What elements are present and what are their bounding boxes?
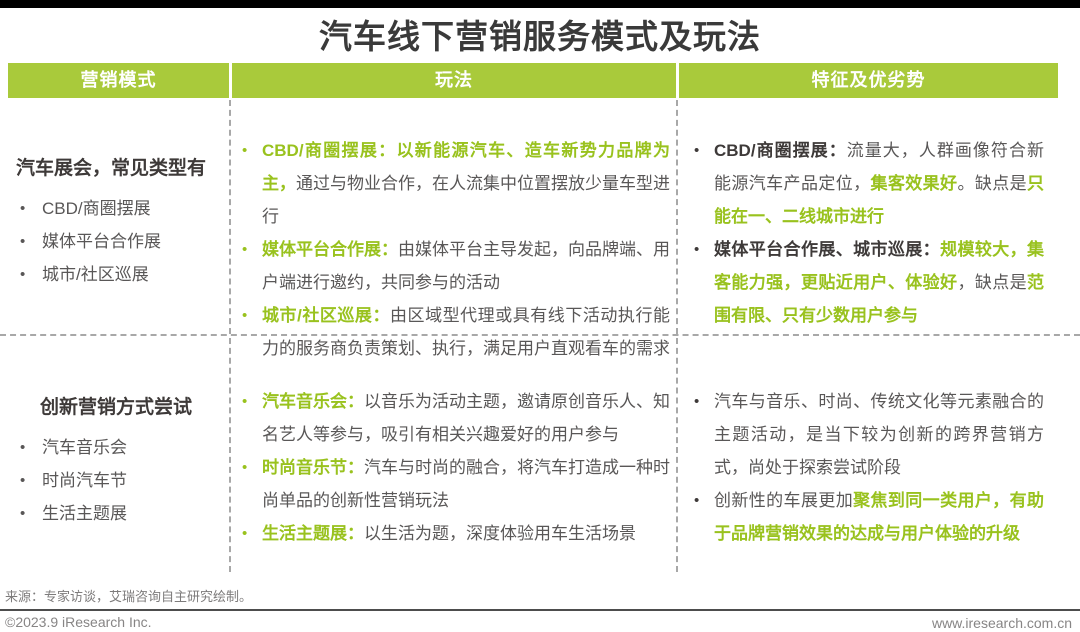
mode-heading-innovative: 创新营销方式尝试 — [39, 397, 192, 418]
bullet-icon: • — [242, 525, 248, 542]
rich-text: 创新性的车展更加聚焦到同一类用户，有助于品牌营销效果的达成与用户体验的升级 — [714, 491, 1045, 543]
top-black-bar — [0, 0, 1080, 8]
column-header-marketing-mode: 营销模式 — [8, 63, 229, 98]
list-item: • 汽车与音乐、时尚、传统文化等元素融合的主题活动，是当下较为创新的跨界营销方式，… — [694, 385, 1044, 484]
cell-row2-marketing-mode: 创新营销方式尝试 • 汽车音乐会 • 时尚汽车节 • 生活主题展 — [8, 335, 224, 530]
page-title: 汽车线下营销服务模式及玩法 — [319, 18, 761, 55]
column-header-play: 玩法 — [232, 63, 676, 98]
list-item: • 生活主题展 — [20, 497, 224, 530]
cell-row1-features: • CBD/商圈摆展：流量大，人群画像符合新能源汽车产品定位，集客效果好。缺点是只… — [694, 98, 1044, 332]
list-item: • CBD/商圈摆展：流量大，人群画像符合新能源汽车产品定位，集客效果好。缺点是只… — [694, 134, 1044, 233]
list-item-label: CBD/商圈摆展 — [42, 199, 151, 218]
website-url: www.iresearch.com.cn — [931, 615, 1072, 631]
list-item: • 媒体平台合作展、城市巡展：规模较大，集客能力强，更贴近用户、体验好，缺点是范围… — [694, 233, 1044, 332]
bullet-icon: • — [20, 233, 26, 250]
list-item-label: 时尚汽车节 — [42, 471, 127, 490]
list-item-label: 媒体平台合作展 — [42, 232, 161, 251]
cell-row2-features: • 汽车与音乐、时尚、传统文化等元素融合的主题活动，是当下较为创新的跨界营销方式，… — [694, 335, 1044, 550]
mode-bullet-list: • CBD/商圈摆展 • 媒体平台合作展 • 城市/社区巡展 — [8, 192, 224, 291]
rich-text: 汽车音乐会：以音乐为活动主题，邀请原创音乐人、知名艺人等参与，吸引有相关兴趣爱好… — [262, 392, 670, 444]
column-header-features: 特征及优劣势 — [679, 63, 1058, 98]
bullet-icon: • — [694, 142, 700, 159]
bullet-icon: • — [694, 241, 700, 258]
bullet-icon: • — [20, 200, 26, 217]
rich-text: CBD/商圈摆展：流量大，人群画像符合新能源汽车产品定位，集客效果好。缺点是只能… — [714, 141, 1045, 226]
bullet-icon: • — [20, 505, 26, 522]
list-item: • 城市/社区巡展：由区域型代理或具有线下活动执行能力的服务商负责策划、执行，满足… — [242, 299, 670, 365]
bullet-icon: • — [242, 459, 248, 476]
rich-text: CBD/商圈摆展：以新能源汽车、造车新势力品牌为主，通过与物业合作，在人流集中位… — [262, 141, 670, 226]
source-note: 来源：专家访谈，艾瑞咨询自主研究绘制。 — [5, 589, 253, 604]
rich-text: 生活主题展：以生活为题，深度体验用车生活场景 — [262, 524, 636, 543]
bullet-icon: • — [242, 393, 248, 410]
column-divider-left — [229, 100, 231, 572]
list-item: • CBD/商圈摆展 — [20, 192, 224, 225]
list-item: • CBD/商圈摆展：以新能源汽车、造车新势力品牌为主，通过与物业合作，在人流集中… — [242, 134, 670, 233]
rich-text: 城市/社区巡展：由区域型代理或具有线下活动执行能力的服务商负责策划、执行，满足用… — [262, 306, 670, 358]
play-bullet-list: • CBD/商圈摆展：以新能源汽车、造车新势力品牌为主，通过与物业合作，在人流集中… — [242, 134, 670, 365]
list-item: • 时尚音乐节：汽车与时尚的融合，将汽车打造成一种时尚单品的创新性营销玩法 — [242, 451, 670, 517]
rich-text: 时尚音乐节：汽车与时尚的融合，将汽车打造成一种时尚单品的创新性营销玩法 — [262, 458, 670, 510]
list-item: • 媒体平台合作展 — [20, 225, 224, 258]
bullet-icon: • — [694, 393, 700, 410]
row-divider — [0, 334, 1080, 336]
rich-text: 媒体平台合作展、城市巡展：规模较大，集客能力强，更贴近用户、体验好，缺点是范围有… — [714, 240, 1045, 325]
bullet-icon: • — [20, 266, 26, 283]
rich-text: 汽车与音乐、时尚、传统文化等元素融合的主题活动，是当下较为创新的跨界营销方式，尚… — [714, 392, 1044, 477]
list-item-label: 城市/社区巡展 — [42, 265, 149, 284]
footer-divider — [0, 609, 1080, 611]
list-item: • 生活主题展：以生活为题，深度体验用车生活场景 — [242, 517, 670, 550]
bullet-icon: • — [242, 307, 248, 324]
table-header-row: 营销模式 玩法 特征及优劣势 — [8, 63, 1058, 98]
feature-bullet-list: • 汽车与音乐、时尚、传统文化等元素融合的主题活动，是当下较为创新的跨界营销方式，… — [694, 385, 1044, 550]
list-item: • 媒体平台合作展：由媒体平台主导发起，向品牌端、用户端进行邀约，共同参与的活动 — [242, 233, 670, 299]
mode-heading-auto-show: 汽车展会，常见类型有 — [16, 158, 207, 179]
rich-text: 媒体平台合作展：由媒体平台主导发起，向品牌端、用户端进行邀约，共同参与的活动 — [262, 240, 670, 292]
bullet-icon: • — [242, 241, 248, 258]
list-item: • 汽车音乐会 — [20, 431, 224, 464]
copyright-text: ©2023.9 iResearch Inc. — [5, 614, 152, 630]
list-item: • 时尚汽车节 — [20, 464, 224, 497]
bullet-icon: • — [242, 142, 248, 159]
cell-row1-marketing-mode: 汽车展会，常见类型有 • CBD/商圈摆展 • 媒体平台合作展 • 城市/社区巡展 — [8, 98, 224, 291]
cell-row2-play: • 汽车音乐会：以音乐为活动主题，邀请原创音乐人、知名艺人等参与，吸引有相关兴趣爱… — [242, 335, 670, 550]
bullet-icon: • — [20, 472, 26, 489]
list-item: • 创新性的车展更加聚焦到同一类用户，有助于品牌营销效果的达成与用户体验的升级 — [694, 484, 1044, 550]
column-divider-right — [676, 100, 678, 572]
cell-row1-play: • CBD/商圈摆展：以新能源汽车、造车新势力品牌为主，通过与物业合作，在人流集中… — [242, 98, 670, 365]
bullet-icon: • — [694, 492, 700, 509]
list-item: • 汽车音乐会：以音乐为活动主题，邀请原创音乐人、知名艺人等参与，吸引有相关兴趣爱… — [242, 385, 670, 451]
feature-bullet-list: • CBD/商圈摆展：流量大，人群画像符合新能源汽车产品定位，集客效果好。缺点是只… — [694, 134, 1044, 332]
play-bullet-list: • 汽车音乐会：以音乐为活动主题，邀请原创音乐人、知名艺人等参与，吸引有相关兴趣爱… — [242, 385, 670, 550]
list-item-label: 汽车音乐会 — [42, 438, 127, 457]
list-item-label: 生活主题展 — [42, 504, 127, 523]
bullet-icon: • — [20, 439, 26, 456]
list-item: • 城市/社区巡展 — [20, 258, 224, 291]
mode-bullet-list: • 汽车音乐会 • 时尚汽车节 • 生活主题展 — [8, 431, 224, 530]
